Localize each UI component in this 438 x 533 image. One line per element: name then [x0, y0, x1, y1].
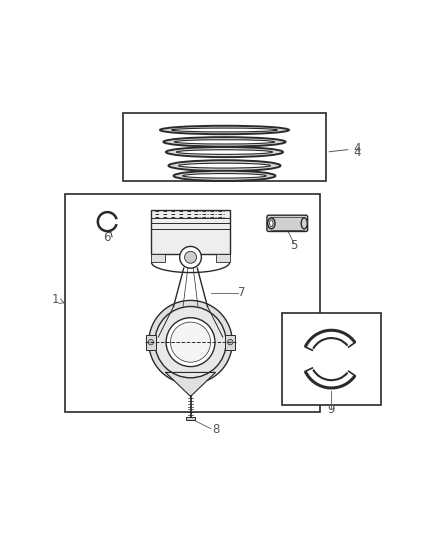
Circle shape [155, 306, 226, 378]
Circle shape [149, 301, 232, 384]
Polygon shape [166, 373, 215, 397]
Ellipse shape [169, 160, 280, 171]
Ellipse shape [174, 140, 275, 144]
Ellipse shape [166, 147, 283, 157]
Bar [152, 254, 165, 262]
Bar [226, 335, 235, 350]
FancyBboxPatch shape [267, 215, 307, 231]
Circle shape [170, 322, 211, 362]
Circle shape [180, 246, 201, 268]
Text: 9: 9 [328, 403, 335, 416]
Ellipse shape [177, 150, 272, 155]
Circle shape [184, 252, 197, 263]
Ellipse shape [179, 163, 270, 168]
Bar [187, 417, 194, 420]
Bar [146, 335, 155, 350]
Bar [282, 313, 381, 405]
Bar [216, 254, 230, 262]
Text: 7: 7 [238, 286, 246, 300]
Bar [65, 195, 319, 411]
Ellipse shape [160, 126, 289, 134]
Circle shape [227, 340, 233, 345]
Text: 8: 8 [212, 423, 220, 436]
Text: 5: 5 [290, 239, 298, 252]
Ellipse shape [183, 174, 266, 178]
Ellipse shape [301, 218, 307, 229]
Ellipse shape [172, 128, 277, 132]
Ellipse shape [163, 137, 286, 147]
Ellipse shape [268, 218, 275, 229]
Text: 1: 1 [51, 293, 64, 306]
Text: 4: 4 [329, 142, 361, 155]
Circle shape [148, 340, 154, 345]
Ellipse shape [173, 171, 276, 181]
Text: 4: 4 [353, 146, 361, 158]
Ellipse shape [270, 220, 273, 227]
Text: 6: 6 [104, 231, 111, 244]
Bar [152, 210, 230, 254]
Circle shape [166, 318, 215, 367]
Bar [123, 113, 326, 181]
